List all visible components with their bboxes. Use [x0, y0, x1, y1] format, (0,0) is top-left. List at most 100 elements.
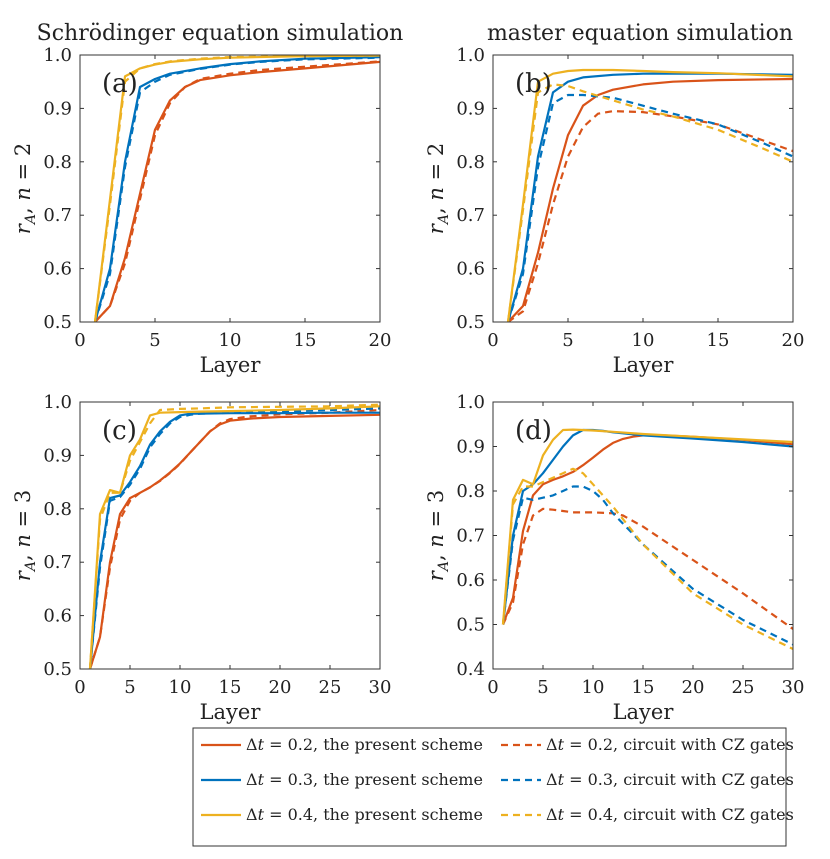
x-tick-label: 5 [149, 330, 160, 351]
y-tick-label: 0.7 [43, 205, 72, 226]
x-tick-label: 30 [369, 677, 392, 698]
y-tick-label: 0.5 [43, 659, 72, 680]
series-dt03-solid [501, 428, 793, 625]
y-tick-label: 0.9 [43, 98, 72, 119]
x-tick-label: 15 [219, 677, 242, 698]
series-group [93, 55, 380, 322]
panel-c: 0 5 10 15 20 25 30 0.5 0.6 0.7 0.8 0.9 1.0 Layer rA, n… [11, 392, 391, 724]
y-tick-label: 0.5 [456, 312, 485, 333]
series-dt02-solid [501, 434, 793, 625]
x-tick-label: 0 [74, 330, 85, 351]
panel-label: (b) [515, 69, 552, 99]
x-tick-label: 10 [219, 330, 242, 351]
y-tick-label: 0.4 [456, 659, 485, 680]
y-tick-label: 0.6 [43, 259, 72, 280]
y-axis-label: rA, n = 2 [11, 143, 39, 234]
legend-entry: Δt = 0.3, circuit with CZ gates [546, 770, 794, 789]
y-tick-label: 0.6 [456, 570, 485, 591]
x-tick-label: 20 [269, 677, 292, 698]
panels: 0 5 10 15 20 0.5 0.6 0.7 0.8 0.9 1.0 Layer rA, n = 2… [11, 45, 804, 724]
x-tick-label: 20 [369, 330, 392, 351]
series-dt02-solid [507, 77, 793, 322]
y-tick-label: 0.8 [43, 499, 72, 520]
panel-d: 0 5 10 15 20 25 30 0.4 0.5 0.6 0.7 0.8 0.9 1.0 Layer rA… [424, 392, 804, 724]
series-dt02-dashed [501, 507, 793, 630]
panel-label: (c) [102, 416, 137, 446]
y-tick-label: 1.0 [43, 45, 72, 66]
series-dt04-dashed [88, 403, 380, 669]
x-tick-label: 20 [682, 677, 705, 698]
x-tick-label: 15 [632, 677, 655, 698]
x-tick-label: 0 [487, 330, 498, 351]
y-tick-label: 0.8 [43, 152, 72, 173]
y-tick-label: 0.9 [43, 445, 72, 466]
series-dt02-dashed [94, 60, 380, 322]
x-tick-label: 5 [562, 330, 573, 351]
y-tick-label: 0.9 [456, 98, 485, 119]
series-dt03-dashed [93, 56, 380, 322]
x-tick-label: 25 [732, 677, 755, 698]
panel-b: 0 5 10 15 20 0.5 0.6 0.7 0.8 0.9 1.0 Layer rA, n = 2… [424, 45, 804, 377]
y-tick-label: 0.8 [456, 481, 485, 502]
y-tick-label: 0.7 [456, 526, 485, 547]
y-tick-label: 0.7 [456, 205, 485, 226]
legend-entry: Δt = 0.4, the present scheme [246, 805, 483, 824]
x-tick-label: 10 [632, 330, 655, 351]
legend-box [192, 727, 787, 847]
series-group [506, 68, 793, 322]
y-tick-label: 0.9 [456, 437, 485, 458]
series-dt04-dashed [501, 467, 793, 650]
x-tick-label: 5 [124, 677, 135, 698]
legend-entry: Δt = 0.3, the present scheme [246, 770, 483, 789]
x-tick-label: 0 [74, 677, 85, 698]
y-axis-label: rA, n = 3 [424, 490, 452, 581]
x-tick-label: 10 [582, 677, 605, 698]
panel-label: (d) [515, 416, 552, 446]
series-dt02-dashed [507, 109, 793, 322]
series-dt04-solid [501, 428, 793, 625]
y-tick-label: 0.5 [43, 312, 72, 333]
column-title-schrodinger: Schrödinger equation simulation [37, 21, 404, 46]
series-dt02-dashed [88, 408, 380, 669]
legend-entry: Δt = 0.4, circuit with CZ gates [546, 805, 794, 824]
legend-entry: Δt = 0.2, the present scheme [246, 735, 483, 754]
x-tick-label: 5 [537, 677, 548, 698]
series-dt04-dashed [93, 55, 380, 322]
x-tick-label: 15 [707, 330, 730, 351]
y-tick-label: 1.0 [43, 392, 72, 413]
x-axis-label: Layer [200, 353, 262, 377]
series-dt03-dashed [501, 485, 793, 646]
x-axis-label: Layer [613, 700, 675, 724]
panel-label: (a) [102, 69, 138, 99]
y-tick-label: 0.8 [456, 152, 485, 173]
y-tick-label: 0.7 [43, 552, 72, 573]
x-tick-label: 0 [487, 677, 498, 698]
x-tick-label: 10 [169, 677, 192, 698]
series-dt02-solid [88, 413, 380, 669]
y-axis-label: rA, n = 3 [11, 490, 39, 581]
y-tick-label: 1.0 [456, 392, 485, 413]
series-dt04-dashed [506, 83, 793, 322]
y-axis-label: rA, n = 2 [424, 143, 452, 234]
panel-a: 0 5 10 15 20 0.5 0.6 0.7 0.8 0.9 1.0 Layer rA, n = 2… [11, 45, 391, 377]
x-tick-label: 20 [782, 330, 805, 351]
x-tick-label: 25 [319, 677, 342, 698]
legend-entry: Δt = 0.2, circuit with CZ gates [546, 735, 794, 754]
legend: Δt = 0.2, the present scheme Δt = 0.2, ci… [192, 727, 794, 847]
y-tick-label: 0.6 [456, 259, 485, 280]
x-tick-label: 15 [294, 330, 317, 351]
series-dt03-dashed [506, 93, 793, 322]
series-dt03-solid [506, 72, 793, 322]
series-dt03-dashed [88, 407, 380, 669]
x-axis-label: Layer [200, 700, 262, 724]
series-dt04-solid [88, 405, 380, 669]
y-tick-label: 0.6 [43, 606, 72, 627]
series-group [501, 428, 793, 650]
y-tick-label: 0.5 [456, 615, 485, 636]
column-title-master: master equation simulation [487, 21, 793, 46]
x-axis-label: Layer [613, 353, 675, 377]
x-tick-label: 30 [782, 677, 805, 698]
series-dt03-solid [88, 411, 380, 669]
y-tick-label: 1.0 [456, 45, 485, 66]
